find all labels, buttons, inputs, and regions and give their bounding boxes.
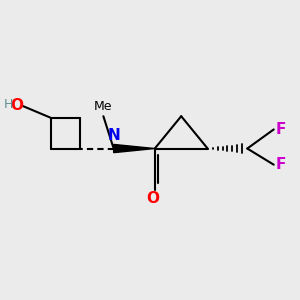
Text: N: N bbox=[107, 128, 120, 143]
Text: H: H bbox=[4, 98, 13, 111]
Text: O: O bbox=[10, 98, 23, 113]
Text: O: O bbox=[146, 191, 159, 206]
Text: Me: Me bbox=[94, 100, 112, 113]
Text: F: F bbox=[276, 122, 286, 137]
Polygon shape bbox=[114, 144, 155, 153]
Text: F: F bbox=[276, 157, 286, 172]
